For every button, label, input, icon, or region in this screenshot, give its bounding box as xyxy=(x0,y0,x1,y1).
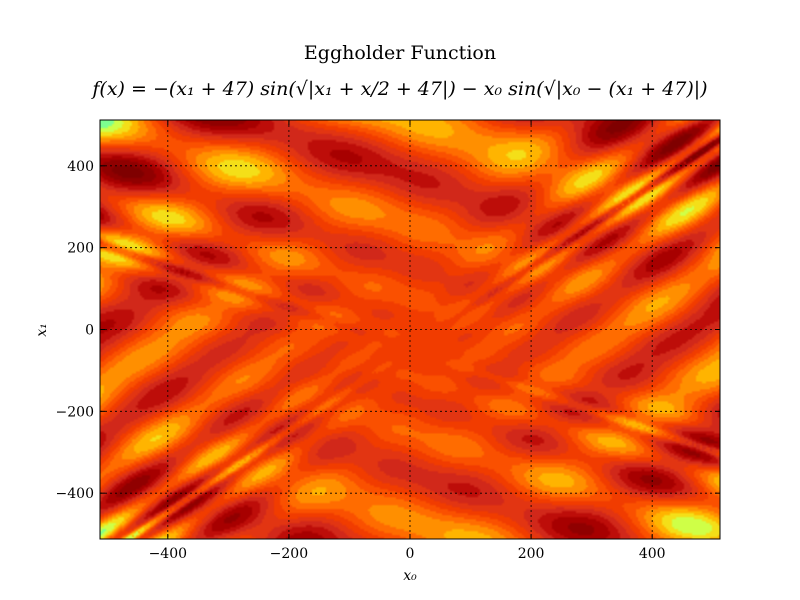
y-axis: −400 −200 0 200 400 xyxy=(56,159,720,502)
grid-layer xyxy=(100,120,720,539)
y-tick-label: 200 xyxy=(67,241,94,257)
y-tick-label: 0 xyxy=(85,323,94,339)
x-tick-label: −200 xyxy=(270,546,308,562)
y-tick-label: −400 xyxy=(56,486,94,502)
chart-title: Eggholder Function xyxy=(303,42,497,64)
x-axis-label: x₀ xyxy=(403,568,417,584)
y-axis-label: x₁ xyxy=(34,323,50,337)
chart-subtitle: f(x) = −(x₁ + 47) sin(√|x₁ + x/2 + 47|) … xyxy=(92,78,708,100)
x-tick-label: 200 xyxy=(518,546,545,562)
x-tick-label: −400 xyxy=(149,546,187,562)
y-tick-label: 400 xyxy=(67,159,94,175)
y-tick-label: −200 xyxy=(56,404,94,420)
x-tick-label: 400 xyxy=(639,546,666,562)
x-axis: −400 −200 0 200 400 xyxy=(149,120,666,562)
x-tick-label: 0 xyxy=(406,546,415,562)
